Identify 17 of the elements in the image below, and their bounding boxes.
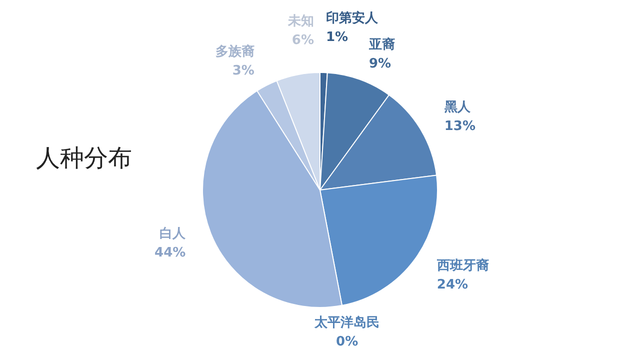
slice-label: 亚裔: [368, 36, 395, 52]
data-label: 24%: [436, 277, 468, 292]
data-label: 44%: [154, 246, 186, 261]
data-label: 1%: [326, 30, 348, 45]
slice-label: 黑人: [443, 100, 472, 115]
data-label: 9%: [368, 56, 392, 72]
text: 0%: [336, 334, 358, 350]
data-label: 13%: [444, 118, 476, 134]
slice-label: 印第安人: [326, 10, 379, 26]
data-label: 6%: [292, 32, 314, 48]
slice-label: 白人: [160, 226, 187, 242]
category-label: 太平洋岛民: [314, 315, 380, 330]
slice-label: 未知: [287, 14, 314, 29]
data-label: 3%: [232, 64, 254, 79]
slice-label: 西班牙裔: [436, 257, 489, 274]
slice-label: 多族裔: [215, 44, 254, 60]
text: 人种分布: [36, 143, 132, 174]
